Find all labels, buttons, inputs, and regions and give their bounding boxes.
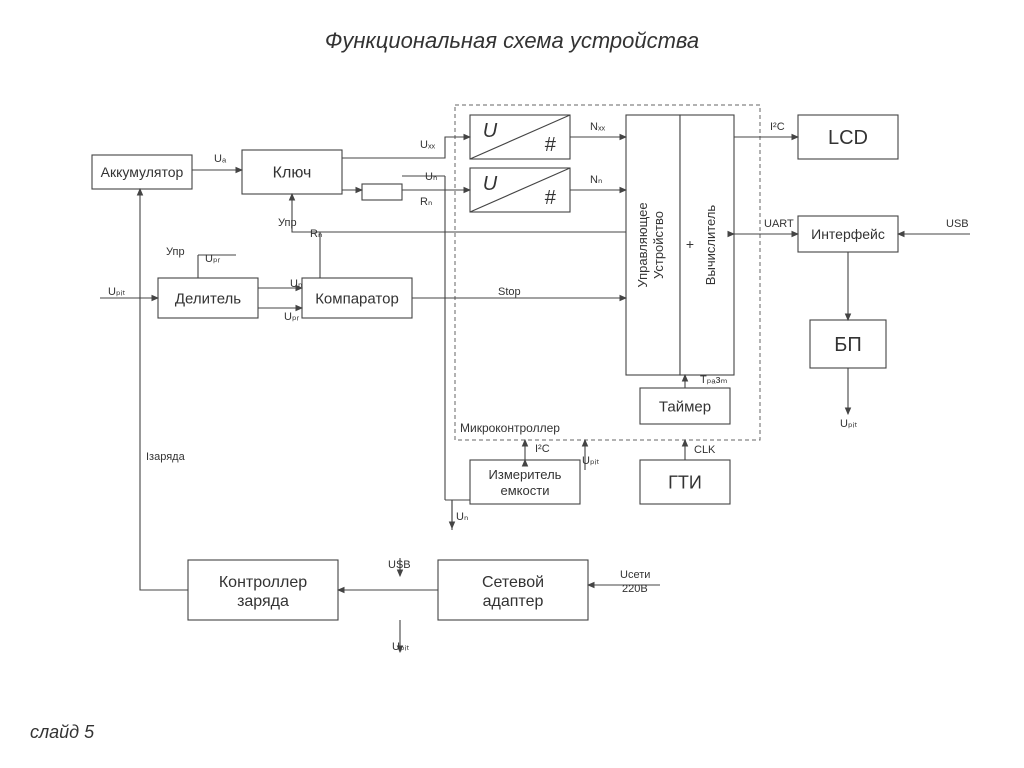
label-Traz: Tₚₐзₘ [700, 374, 728, 386]
label-Un: Uₙ [425, 171, 437, 183]
svg-text:БП: БП [834, 334, 862, 356]
svg-text:U: U [483, 173, 498, 195]
svg-text:ГТИ: ГТИ [668, 472, 702, 492]
label-Stop: Stop [498, 286, 521, 298]
label-Rn: Rₙ [420, 196, 432, 208]
svg-text:Интерфейс: Интерфейс [811, 226, 885, 242]
label-Ua: Uₐ [214, 153, 227, 165]
svg-text:Микроконтроллер: Микроконтроллер [460, 421, 560, 435]
svg-text:адаптер: адаптер [483, 593, 544, 610]
svg-text:#: # [544, 134, 556, 156]
svg-text:Контроллер: Контроллер [219, 574, 307, 591]
label-Upr2: Uₚᵣ [284, 311, 300, 323]
label-Nxx: Nₓₓ [590, 121, 606, 133]
label-Upr_s: Uₚᵣ [205, 253, 221, 265]
svg-text:заряда: заряда [237, 593, 289, 610]
svg-text:Компаратор: Компаратор [315, 290, 399, 307]
svg-text:Делитель: Делитель [175, 290, 241, 307]
label-Upit_b: Uₚᵢₜ [392, 641, 410, 653]
svg-text:+: + [686, 236, 694, 252]
label-UART: UART [764, 218, 794, 230]
node-rn [362, 184, 402, 200]
label-Upit_m: Uₚᵢₜ [582, 455, 600, 467]
label-I2C: I²C [770, 121, 785, 133]
svg-text:емкости: емкости [501, 483, 550, 498]
svg-text:Ключ: Ключ [273, 165, 312, 182]
label-Upit_r: Uₚᵢₜ [840, 418, 858, 430]
label-USB2: USB [388, 559, 411, 571]
label-Uxx: Uₓₓ [420, 139, 436, 151]
label-Izar: Iзаряда [146, 451, 186, 463]
svg-text:Аккумулятор: Аккумулятор [101, 164, 184, 180]
svg-text:U: U [483, 120, 498, 142]
svg-text:Сетевой: Сетевой [482, 574, 544, 591]
svg-text:Вычислитель: Вычислитель [703, 205, 718, 286]
svg-text:Таймер: Таймер [659, 398, 711, 415]
svg-text:Управляющее: Управляющее [635, 202, 650, 287]
svg-text:#: # [544, 187, 556, 209]
label-Un3: Uₙ [456, 511, 468, 523]
label-Un2: Uₙ [290, 278, 302, 290]
label-RnY: Rₙ [310, 228, 322, 240]
label-Ypr2: Упр [166, 246, 185, 258]
label-V220: 220В [622, 583, 648, 595]
label-I2C2: I²C [535, 443, 550, 455]
label-USB: USB [946, 218, 969, 230]
svg-text:LCD: LCD [828, 127, 868, 149]
diagram: Микроконтроллер Аккумулятор Ключ Делитель Ко… [0, 0, 1024, 768]
label-Upit_l: Uₚᵢₜ [108, 286, 126, 298]
label-Ypr: Упр [278, 217, 297, 229]
label-Useti: Uсети [620, 569, 650, 581]
svg-text:Устройство: Устройство [651, 211, 666, 279]
svg-text:Измеритель: Измеритель [489, 467, 562, 482]
label-Nn: Nₙ [590, 174, 602, 186]
label-CLK: CLK [694, 444, 716, 456]
